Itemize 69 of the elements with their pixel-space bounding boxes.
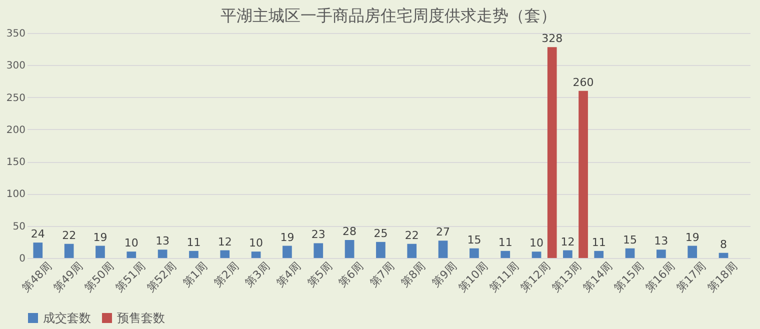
bar bbox=[470, 248, 479, 258]
bar bbox=[282, 246, 292, 258]
chart-title: 平湖主城区一手商品房住宅周度供求走势（套） bbox=[220, 6, 556, 25]
data-label: 12 bbox=[218, 235, 232, 248]
data-label: 22 bbox=[404, 228, 419, 242]
x-tick-label: 第4周 bbox=[274, 260, 304, 290]
data-label: 24 bbox=[30, 228, 45, 241]
y-tick-label: 150 bbox=[6, 157, 26, 168]
bar bbox=[96, 246, 105, 258]
y-tick-label: 250 bbox=[6, 92, 26, 104]
data-label: 27 bbox=[436, 226, 450, 239]
y-tick-label: 0 bbox=[19, 254, 26, 264]
bar bbox=[438, 240, 448, 258]
data-label: 23 bbox=[311, 228, 326, 242]
bar bbox=[158, 250, 168, 258]
data-label: 11 bbox=[186, 236, 201, 249]
x-tick-label: 第6周 bbox=[336, 260, 366, 290]
bar bbox=[344, 240, 354, 258]
y-tick-label: 300 bbox=[6, 60, 26, 72]
legend-label: 成交套数 bbox=[43, 311, 91, 325]
data-label: 10 bbox=[530, 236, 544, 250]
bar bbox=[625, 248, 635, 258]
data-label: 10 bbox=[124, 236, 138, 250]
data-label: 15 bbox=[467, 233, 482, 246]
data-label: 13 bbox=[654, 234, 668, 248]
bar bbox=[220, 250, 230, 258]
bar bbox=[33, 242, 43, 258]
x-tick-label: 第2周 bbox=[211, 260, 242, 290]
x-tick-label: 第5周 bbox=[304, 260, 335, 290]
bar bbox=[594, 250, 604, 258]
bar bbox=[500, 250, 510, 258]
y-tick-label: 200 bbox=[6, 124, 26, 136]
bar bbox=[64, 244, 74, 258]
data-label: 28 bbox=[342, 225, 357, 238]
data-label: 15 bbox=[623, 233, 638, 246]
bar bbox=[376, 242, 386, 258]
bar bbox=[688, 246, 698, 258]
bar bbox=[718, 252, 728, 258]
legend-label: 预售套数 bbox=[117, 311, 165, 325]
data-label: 260 bbox=[572, 76, 594, 89]
data-label: 11 bbox=[498, 236, 512, 249]
x-tick-label: 第8周 bbox=[398, 260, 428, 290]
data-label: 22 bbox=[62, 228, 76, 242]
data-label: 328 bbox=[542, 32, 563, 46]
data-label: 25 bbox=[374, 226, 388, 240]
bar bbox=[314, 243, 324, 258]
bar bbox=[189, 250, 198, 258]
y-tick-label: 50 bbox=[12, 221, 26, 232]
data-label: 11 bbox=[592, 236, 606, 249]
data-label: 12 bbox=[560, 235, 575, 248]
bar bbox=[563, 250, 572, 258]
x-tick-label: 第1周 bbox=[180, 260, 210, 290]
bar bbox=[126, 252, 136, 258]
data-label: 19 bbox=[280, 230, 294, 244]
x-tick-label: 第7周 bbox=[367, 260, 397, 290]
data-label: 8 bbox=[720, 238, 728, 251]
data-label: 19 bbox=[685, 230, 700, 244]
data-label: 10 bbox=[249, 236, 264, 250]
bar bbox=[578, 90, 588, 258]
bar bbox=[251, 252, 261, 258]
data-label: 13 bbox=[156, 234, 170, 248]
x-tick-label: 第3周 bbox=[242, 260, 272, 290]
bar bbox=[532, 252, 542, 258]
bar bbox=[407, 244, 417, 258]
y-tick-label: 100 bbox=[6, 189, 26, 200]
bar bbox=[656, 250, 666, 258]
bar bbox=[547, 47, 557, 258]
data-label: 19 bbox=[93, 230, 108, 244]
y-tick-label: 350 bbox=[6, 28, 26, 40]
